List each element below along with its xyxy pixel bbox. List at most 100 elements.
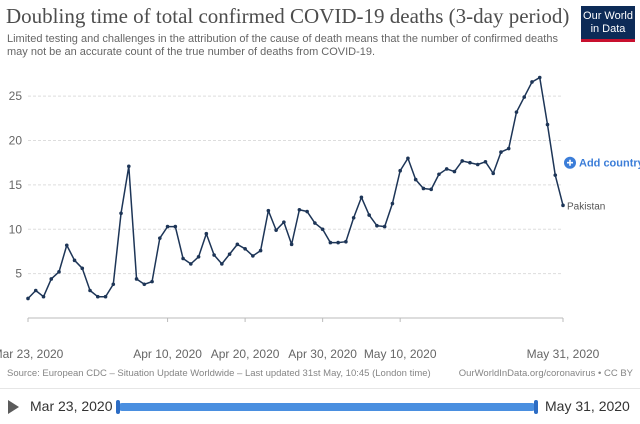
data-point bbox=[243, 246, 247, 251]
timeline-start-handle[interactable] bbox=[116, 400, 120, 414]
x-tick-label: Apr 20, 2020 bbox=[211, 347, 280, 361]
data-point bbox=[468, 160, 472, 165]
data-point bbox=[367, 213, 371, 217]
data-point bbox=[545, 122, 550, 127]
data-point bbox=[553, 173, 558, 177]
source-link[interactable]: OurWorldInData.org/coronavirus • CC BY bbox=[458, 368, 633, 379]
data-point bbox=[26, 296, 30, 301]
data-point bbox=[41, 294, 46, 299]
data-point bbox=[305, 209, 309, 214]
series-line-pakistan bbox=[27, 76, 564, 300]
data-point bbox=[537, 75, 542, 80]
data-point bbox=[375, 223, 379, 228]
data-point bbox=[181, 256, 185, 261]
x-tick-label: Mar 23, 2020 bbox=[0, 347, 64, 361]
data-point bbox=[80, 266, 85, 271]
data-point bbox=[421, 186, 426, 191]
data-point bbox=[429, 187, 433, 192]
data-point bbox=[227, 252, 232, 256]
data-point bbox=[57, 270, 61, 274]
data-point bbox=[196, 254, 201, 259]
timeline-end-label: May 31, 2020 bbox=[545, 398, 630, 414]
timeline-start-label: Mar 23, 2020 bbox=[30, 398, 113, 414]
data-point bbox=[235, 242, 240, 247]
data-point bbox=[258, 248, 263, 253]
x-tick-label: Apr 10, 2020 bbox=[133, 347, 202, 361]
data-point bbox=[119, 211, 123, 216]
data-point bbox=[475, 162, 480, 167]
data-point bbox=[460, 159, 465, 163]
data-point bbox=[522, 95, 527, 99]
data-point bbox=[251, 254, 255, 258]
y-tick-label: 10 bbox=[9, 222, 23, 236]
data-point bbox=[491, 171, 496, 176]
data-point bbox=[173, 224, 178, 229]
data-point bbox=[150, 279, 154, 284]
timeline-end-handle[interactable] bbox=[534, 400, 538, 414]
y-tick-label: 25 bbox=[9, 89, 23, 103]
data-point bbox=[359, 195, 364, 200]
data-point bbox=[142, 282, 147, 287]
data-point bbox=[212, 253, 216, 257]
x-tick-label: May 31, 2020 bbox=[527, 347, 600, 361]
data-point bbox=[289, 242, 294, 247]
data-point bbox=[320, 227, 325, 232]
data-point bbox=[530, 80, 534, 84]
chart-title: Doubling time of total confirmed COVID-1… bbox=[6, 4, 570, 28]
data-point bbox=[483, 160, 488, 164]
data-point bbox=[390, 201, 395, 206]
data-point bbox=[220, 262, 224, 266]
data-point bbox=[561, 203, 565, 208]
data-point bbox=[452, 169, 457, 174]
data-point bbox=[266, 208, 271, 213]
source-text: Source: European CDC – Situation Update … bbox=[7, 368, 431, 379]
add-country-label: Add country bbox=[579, 158, 640, 170]
data-point bbox=[274, 228, 278, 232]
y-tick-label: 15 bbox=[9, 178, 23, 192]
data-point bbox=[165, 224, 170, 229]
data-point bbox=[382, 224, 387, 229]
data-point bbox=[64, 243, 69, 248]
logo-line-2: in Data bbox=[590, 23, 626, 35]
data-point bbox=[33, 288, 38, 293]
chart-subtitle: Limited testing and challenges in the at… bbox=[7, 33, 558, 58]
data-point bbox=[282, 220, 286, 224]
data-point bbox=[126, 164, 131, 169]
line-chart: 5 10 15 20 25 Mar 23, 2020 Apr 10, 2020 Apr 20,… bbox=[0, 75, 640, 361]
timeline-bar: Mar 23, 2020 May 31, 2020 bbox=[0, 388, 640, 424]
data-point bbox=[134, 277, 139, 281]
timeline-track[interactable] bbox=[118, 403, 536, 411]
add-country-button[interactable]: Add country bbox=[564, 156, 640, 170]
data-point bbox=[413, 177, 418, 182]
series-end-label: Pakistan bbox=[567, 201, 605, 212]
data-point bbox=[506, 146, 511, 151]
logo-line-1: Our World bbox=[583, 10, 633, 22]
data-point bbox=[444, 167, 449, 171]
data-point bbox=[204, 231, 209, 236]
y-tick-label: 5 bbox=[15, 267, 22, 281]
data-point bbox=[313, 221, 317, 225]
data-point bbox=[49, 277, 54, 281]
data-point bbox=[398, 168, 402, 173]
data-point bbox=[72, 258, 77, 263]
owid-logo[interactable]: Our World in Data bbox=[581, 6, 635, 42]
data-point bbox=[514, 110, 519, 114]
y-tick-label: 20 bbox=[9, 134, 23, 148]
data-point bbox=[95, 294, 100, 299]
data-point bbox=[158, 236, 162, 240]
data-point bbox=[351, 215, 356, 220]
data-point bbox=[437, 172, 441, 177]
data-point bbox=[297, 207, 302, 212]
data-point bbox=[189, 262, 193, 266]
data-point bbox=[336, 240, 340, 245]
x-tick-label: May 10, 2020 bbox=[364, 347, 437, 361]
x-tick-label: Apr 30, 2020 bbox=[288, 347, 357, 361]
data-point bbox=[344, 239, 348, 244]
plus-glyph bbox=[567, 159, 573, 166]
data-point bbox=[111, 282, 116, 287]
data-point bbox=[88, 288, 92, 293]
data-point bbox=[406, 156, 410, 161]
data-point bbox=[328, 240, 333, 245]
play-icon[interactable] bbox=[8, 400, 19, 414]
data-point bbox=[499, 150, 503, 154]
